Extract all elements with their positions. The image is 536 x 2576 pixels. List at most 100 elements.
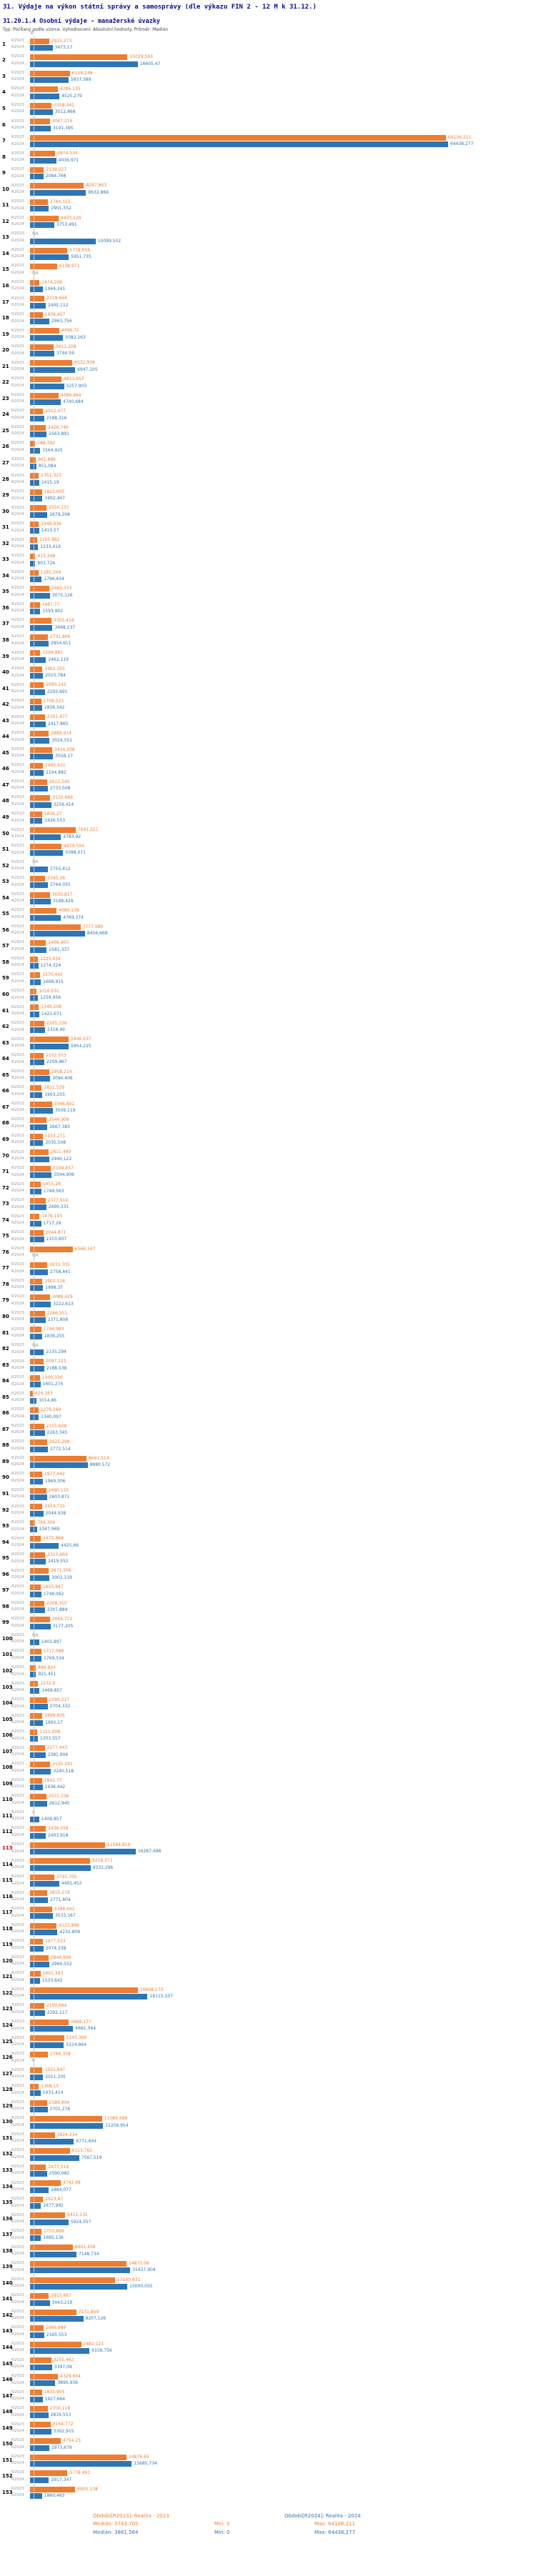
bar-r2023[interactable] — [30, 1037, 69, 1043]
bar-r2024[interactable] — [30, 1382, 41, 1388]
bar-r2024[interactable] — [30, 1527, 37, 1533]
bar-r2024[interactable] — [30, 1414, 39, 1420]
bar-r2023[interactable] — [30, 2003, 44, 2010]
bar-r2024[interactable] — [30, 125, 51, 131]
bar-r2024[interactable] — [30, 2122, 104, 2129]
bar-r2023[interactable] — [30, 2164, 46, 2170]
bar-r2023[interactable] — [30, 1359, 44, 1365]
bar-r2023[interactable] — [30, 988, 37, 994]
bar-r2023[interactable] — [30, 311, 43, 318]
bar-r2024[interactable] — [30, 2380, 56, 2387]
bar-r2024[interactable] — [30, 979, 41, 985]
bar-r2023[interactable] — [30, 38, 49, 44]
bar-r2024[interactable] — [30, 1559, 46, 1565]
bar-r2024[interactable] — [30, 1301, 51, 1307]
bar-r2023[interactable] — [30, 296, 45, 302]
bar-r2023[interactable] — [30, 779, 47, 785]
bar-r2023[interactable] — [30, 119, 50, 125]
bar-r2023[interactable] — [30, 360, 73, 366]
bar-r2024[interactable] — [30, 1446, 49, 1452]
bar-r2024[interactable] — [30, 1607, 45, 1614]
bar-r2023[interactable] — [30, 827, 76, 834]
bar-r2024[interactable] — [30, 351, 54, 357]
bar-r2023[interactable] — [30, 1214, 40, 1220]
bar-r2024[interactable] — [30, 2445, 49, 2451]
bar-r2023[interactable] — [30, 601, 40, 608]
bar-r2023[interactable] — [30, 1004, 39, 1011]
bar-r2023[interactable] — [30, 456, 36, 463]
bar-r2023[interactable] — [30, 940, 46, 947]
bar-r2024[interactable] — [30, 1574, 50, 1581]
bar-r2024[interactable] — [30, 1092, 43, 1098]
bar-r2023[interactable] — [30, 1165, 51, 1172]
bar-r2024[interactable] — [30, 1172, 52, 1179]
bar-r2024[interactable] — [30, 383, 64, 389]
bar-r2023[interactable] — [30, 2357, 51, 2364]
bar-r2023[interactable] — [30, 2277, 115, 2283]
bar-r2024[interactable] — [30, 286, 43, 293]
bar-r2024[interactable] — [30, 2139, 74, 2145]
bar-r2024[interactable] — [30, 866, 48, 872]
bar-r2023[interactable] — [30, 1713, 43, 1719]
bar-r2023[interactable] — [30, 650, 41, 657]
bar-r2023[interactable] — [30, 1874, 54, 1880]
bar-r2023[interactable] — [30, 1777, 42, 1784]
bar-r2023[interactable] — [30, 2051, 49, 2057]
bar-r2023[interactable] — [30, 1262, 47, 1269]
bar-r2023[interactable] — [30, 1327, 41, 1333]
bar-r2023[interactable] — [30, 328, 59, 334]
bar-r2024[interactable] — [30, 157, 56, 164]
bar-r2024[interactable] — [30, 2477, 49, 2483]
bar-r2023[interactable] — [30, 1584, 41, 1591]
bar-r2024[interactable] — [30, 1140, 44, 1147]
bar-r2023[interactable] — [30, 1955, 49, 1961]
bar-r2024[interactable] — [30, 1704, 48, 1710]
bar-r2023[interactable] — [30, 795, 51, 802]
bar-r2024[interactable] — [30, 2284, 128, 2290]
bar-r2024[interactable] — [30, 1011, 39, 1017]
bar-r2023[interactable] — [30, 2293, 49, 2300]
bar-r2024[interactable] — [30, 834, 61, 840]
bar-r2023[interactable] — [30, 2373, 59, 2380]
bar-r2023[interactable] — [30, 1600, 45, 1607]
bar-r2023[interactable] — [30, 1971, 41, 1977]
bar-r2024[interactable] — [30, 2364, 52, 2370]
bar-r2024[interactable] — [30, 447, 41, 454]
bar-r2023[interactable] — [30, 843, 62, 849]
bar-r2023[interactable] — [30, 1487, 46, 1494]
bar-r2024[interactable] — [30, 2090, 41, 2097]
bar-r2024[interactable] — [30, 576, 42, 583]
bar-r2024[interactable] — [30, 464, 36, 470]
bar-r2023[interactable] — [30, 1519, 36, 1526]
bar-r2023[interactable] — [30, 392, 59, 399]
bar-r2024[interactable] — [30, 1864, 91, 1871]
bar-r2023[interactable] — [30, 811, 42, 817]
bar-r2023[interactable] — [30, 682, 44, 689]
bar-r2023[interactable] — [30, 1020, 45, 1027]
bar-r2024[interactable] — [30, 174, 44, 180]
bar-r2024[interactable] — [30, 1076, 51, 1082]
bar-r2024[interactable] — [30, 1108, 53, 1114]
bar-r2023[interactable] — [30, 586, 49, 592]
bar-r2023[interactable] — [30, 1052, 44, 1059]
bar-r2024[interactable] — [30, 737, 50, 744]
bar-r2024[interactable] — [30, 2235, 41, 2242]
bar-r2023[interactable] — [30, 1842, 105, 1848]
bar-r2023[interactable] — [30, 2454, 127, 2460]
bar-r2024[interactable] — [30, 2042, 64, 2048]
bar-r2023[interactable] — [30, 698, 41, 704]
bar-r2023[interactable] — [30, 2470, 68, 2477]
bar-r2023[interactable] — [30, 1294, 51, 1301]
bar-r2023[interactable] — [30, 1182, 41, 1188]
bar-r2023[interactable] — [30, 151, 56, 157]
bar-r2024[interactable] — [30, 818, 43, 824]
bar-r2024[interactable] — [30, 1881, 59, 1887]
bar-r2023[interactable] — [30, 1278, 43, 1284]
bar-r2023[interactable] — [30, 2245, 73, 2251]
bar-r2023[interactable] — [30, 1133, 43, 1139]
bar-r2023[interactable] — [30, 1101, 52, 1107]
bar-r2024[interactable] — [30, 1784, 43, 1791]
bar-r2023[interactable] — [30, 489, 42, 495]
bar-r2023[interactable] — [30, 1310, 45, 1317]
bar-r2024[interactable] — [30, 1285, 44, 1292]
